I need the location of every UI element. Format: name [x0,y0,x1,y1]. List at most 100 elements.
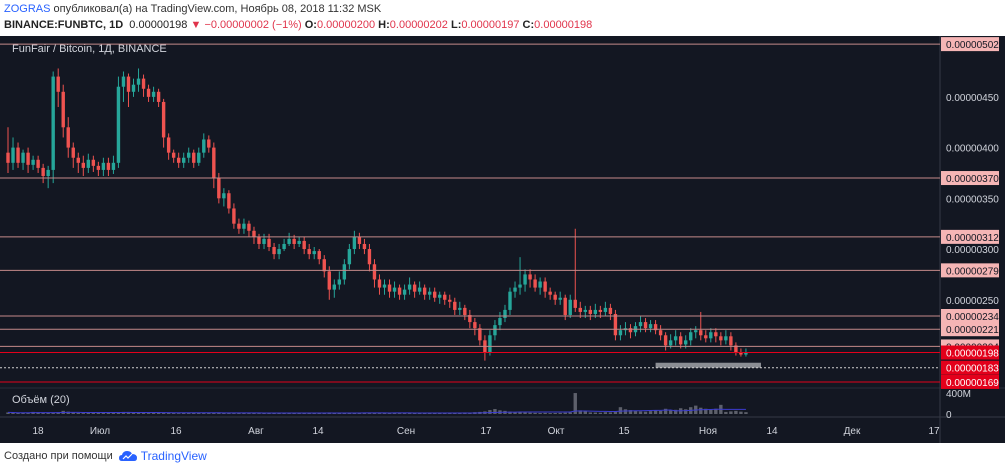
candle [91,155,96,172]
candle-body [36,159,40,168]
candle-body [538,281,542,288]
volume-bar [207,412,211,414]
candle-body [583,309,587,312]
price-chart[interactable]: FunFair / Bitcoin, 1Д, BINANCE Объём (20… [0,36,1005,443]
volume-bar [21,412,25,414]
candle [131,78,136,97]
candle-body [568,299,572,315]
candle-body [146,88,151,97]
level-badge [941,263,999,278]
volume-bar [131,412,136,414]
volume-bar [242,412,246,414]
level-label: 0.00000169 [946,378,999,389]
candle [357,232,362,250]
volume-bar [548,413,552,414]
candle [187,147,191,163]
candle-body [382,284,387,288]
volume-bar [317,413,321,414]
volume-bar [568,412,572,414]
tradingview-cloud-icon [118,451,137,461]
volume-bar [583,411,587,414]
candle-body [448,299,452,302]
volume-bar [593,412,598,414]
candle [367,243,372,272]
tradingview-link[interactable]: TradingView [118,449,207,463]
candle-body [673,336,678,341]
candle [714,328,718,343]
volume-bar [222,412,226,414]
author-link[interactable]: ZOGRAS [4,3,51,15]
price-tick-label: 0.00000450 [946,93,999,104]
volume-bar [658,410,663,414]
price-axis[interactable]: 0.00000450 0.00000400 0.00000350 0.00000300… [946,93,999,307]
volume-bar [684,409,688,414]
volume-bar [51,412,55,414]
candle-body [653,324,658,331]
volume-label: Объём (20) [12,394,70,406]
down-arrow-icon: ▼ [190,19,202,31]
candle-body [272,247,276,255]
volume-bar [438,413,442,414]
candle-body [96,165,101,170]
candle [16,142,20,168]
candle-body [528,274,532,280]
candle [558,291,562,305]
volume-bar [412,413,417,414]
candle-body [699,330,703,336]
candle [156,88,161,108]
candle-body [453,301,457,310]
candle [362,238,367,255]
volume-bar [106,412,111,414]
candle-body [417,287,422,292]
candle-body [141,78,146,89]
volume-bar [523,412,527,414]
candle-body [543,281,547,292]
level-label: 0.00000502 [946,40,999,51]
candle-body [156,91,161,102]
time-tick-label: 14 [312,426,324,437]
candle [648,320,653,333]
time-axis[interactable]: 18 Июл 16 Авг 14 Сен 17 Окт 15 Ноя 14 Дек 17 [32,426,940,437]
candle-body [111,162,116,170]
volume-bar [347,413,352,414]
candle-body [523,274,527,285]
candle [729,332,733,351]
time-tick-label: 17 [480,426,492,437]
price-tick-label: 0.00000250 [946,296,999,307]
volume-bar [272,413,276,414]
candle-body [136,78,141,85]
candle-body [508,291,512,310]
candle [202,133,206,158]
volume-bar [543,412,547,414]
candle-body [648,324,653,329]
candle-body [101,162,106,170]
candle-body [292,238,296,244]
candle [307,243,311,260]
candle-body [553,294,557,300]
close-label: C: [522,19,535,31]
candle-body [182,157,186,163]
candle-body [658,330,663,336]
candle [663,332,668,351]
candle [71,142,75,168]
candle-body [197,152,201,163]
low-value: 0.00000197 [461,19,520,31]
level-badge [941,37,999,52]
volume-bar [176,413,181,414]
level-label: 0.00000312 [946,233,999,244]
candle [377,274,382,295]
candle-body [91,159,96,166]
volume-bar [161,412,166,414]
candle-body [613,313,618,336]
chart-background [0,36,1005,443]
candle [36,155,40,173]
candle-body [719,336,723,341]
volume-bar [337,412,342,414]
candle-body [312,251,316,255]
candle [277,243,281,260]
candle-body [131,84,136,92]
candle-body [252,230,256,237]
candle-body [422,287,427,295]
volume-bar [643,411,648,414]
candle-body [704,335,708,339]
